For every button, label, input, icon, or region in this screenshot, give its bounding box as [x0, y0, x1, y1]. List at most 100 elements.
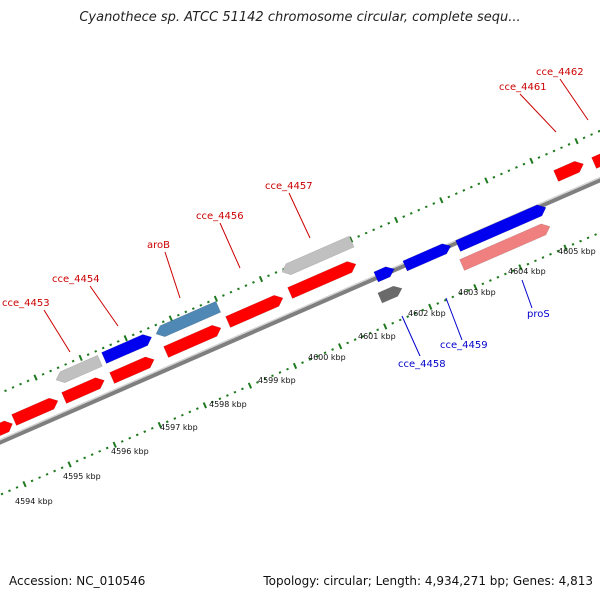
gene-feature-red	[0, 420, 13, 437]
upper-gene-labels: cce_4453 cce_4454 aroB cce_4456 cce_4457…	[2, 67, 584, 309]
minor-tick	[191, 307, 195, 310]
gene-label-arob[interactable]: aroB	[147, 240, 170, 251]
label-leader-lines	[43, 78, 589, 357]
minor-tick	[466, 289, 470, 292]
minor-tick	[316, 354, 319, 358]
minor-tick	[379, 225, 383, 228]
major-tick	[518, 264, 523, 271]
minor-tick	[278, 371, 282, 374]
lower-gene-labels: cce_4458 cce_4459 proS	[398, 309, 550, 370]
minor-tick	[98, 449, 102, 453]
minor-tick	[0, 492, 4, 496]
minor-tick	[432, 202, 436, 205]
minor-tick	[507, 169, 511, 173]
major-tick	[213, 295, 219, 302]
major-tick	[202, 402, 207, 409]
minor-tick	[199, 303, 203, 307]
minor-tick	[477, 182, 481, 186]
minor-tick	[237, 287, 240, 291]
minor-tick	[225, 394, 229, 397]
leader-line	[219, 222, 241, 269]
minor-tick	[372, 228, 376, 232]
gene-label-cce-4454[interactable]: cce_4454	[52, 274, 100, 285]
minor-tick	[161, 320, 165, 324]
gene-feature-red	[109, 356, 155, 384]
minor-tick	[526, 262, 530, 266]
minor-tick	[504, 272, 507, 276]
minor-tick	[424, 205, 428, 209]
position-label: 4601 kbp	[358, 332, 396, 341]
gene-label-cce-4457[interactable]: cce_4457	[265, 181, 313, 192]
leader-line	[445, 297, 463, 341]
minor-tick	[346, 341, 350, 345]
minor-tick	[41, 372, 45, 376]
minor-tick	[4, 389, 7, 393]
major-tick	[473, 283, 478, 291]
minor-tick	[263, 377, 267, 381]
gene-label-cce-4462[interactable]: cce_4462	[536, 67, 584, 78]
minor-tick	[120, 440, 124, 443]
position-labels: 4594 kbp 4595 kbp 4596 kbp 4597 kbp 4598…	[15, 247, 596, 506]
gene-label-cce-4459[interactable]: cce_4459	[440, 340, 488, 351]
minor-tick	[165, 420, 169, 424]
minor-tick	[308, 357, 312, 361]
minor-tick	[402, 215, 406, 219]
gene-label-cce-4458[interactable]: cce_4458	[398, 359, 446, 370]
minor-tick	[86, 353, 90, 356]
minor-tick	[173, 417, 177, 420]
minor-tick	[331, 348, 335, 351]
major-tick	[247, 382, 253, 389]
minor-tick	[421, 308, 425, 312]
minor-tick	[522, 162, 526, 166]
minor-tick	[454, 192, 458, 196]
minor-tick	[492, 175, 496, 179]
minor-tick	[11, 386, 15, 389]
major-tick	[112, 441, 117, 448]
upper-tick-row	[4, 129, 600, 393]
minor-tick	[451, 295, 455, 299]
gene-label-cce-4456[interactable]: cce_4456	[196, 211, 244, 222]
major-tick	[337, 343, 343, 350]
minor-tick	[30, 479, 34, 483]
minor-tick	[131, 333, 135, 337]
gene-feature-red	[61, 377, 105, 404]
position-label: 4596 kbp	[111, 447, 149, 456]
gene-feature-blue	[101, 334, 153, 364]
gene-label-pros[interactable]: proS	[527, 309, 550, 320]
position-label: 4604 kbp	[508, 267, 546, 276]
position-label: 4594 kbp	[15, 497, 53, 506]
minor-tick	[60, 466, 64, 470]
major-tick	[78, 354, 83, 362]
minor-tick	[135, 433, 139, 437]
minor-tick	[301, 361, 304, 364]
accession-text: Accession: NC_010546	[9, 574, 146, 588]
major-tick	[67, 461, 72, 468]
minor-tick	[90, 453, 94, 456]
minor-tick	[597, 129, 600, 133]
minor-tick	[398, 318, 402, 322]
minor-tick	[71, 359, 75, 363]
minor-tick	[244, 284, 248, 287]
minor-tick	[447, 195, 451, 199]
gene-feature-blue	[455, 204, 547, 252]
minor-tick	[586, 236, 590, 240]
minor-tick	[75, 459, 79, 463]
minor-tick	[53, 469, 57, 473]
minor-tick	[176, 313, 180, 317]
gene-label-cce-4453[interactable]: cce_4453	[2, 298, 50, 309]
gene-feature-dark	[377, 285, 403, 304]
minor-tick	[128, 436, 132, 440]
gene-feature-pink	[459, 223, 551, 271]
leader-line	[43, 309, 71, 353]
major-tick	[574, 137, 579, 145]
gene-label-cce-4461[interactable]: cce_4461	[499, 82, 547, 93]
position-label: 4598 kbp	[209, 400, 247, 409]
minor-tick	[488, 279, 492, 282]
minor-tick	[8, 489, 11, 493]
gene-feature-steelblue	[155, 300, 222, 338]
minor-tick	[221, 294, 225, 297]
minor-tick	[45, 472, 49, 476]
minor-tick	[549, 252, 552, 256]
minor-tick	[274, 271, 278, 274]
